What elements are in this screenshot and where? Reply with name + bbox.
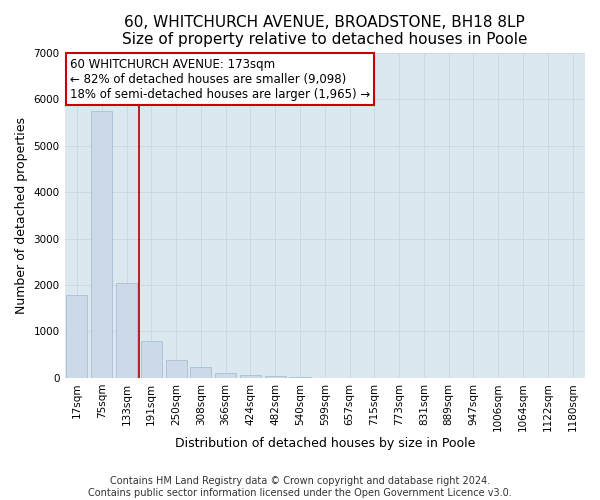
Text: 60 WHITCHURCH AVENUE: 173sqm
← 82% of detached houses are smaller (9,098)
18% of: 60 WHITCHURCH AVENUE: 173sqm ← 82% of de… bbox=[70, 58, 370, 100]
Bar bbox=[91, 111, 112, 378]
Bar bbox=[116, 282, 137, 378]
Bar bbox=[190, 367, 211, 378]
Bar bbox=[166, 360, 187, 378]
X-axis label: Distribution of detached houses by size in Poole: Distribution of detached houses by size … bbox=[175, 437, 475, 450]
Bar bbox=[240, 375, 261, 378]
Y-axis label: Number of detached properties: Number of detached properties bbox=[15, 117, 28, 314]
Text: Contains HM Land Registry data © Crown copyright and database right 2024.
Contai: Contains HM Land Registry data © Crown c… bbox=[88, 476, 512, 498]
Bar bbox=[215, 373, 236, 378]
Title: 60, WHITCHURCH AVENUE, BROADSTONE, BH18 8LP
Size of property relative to detache: 60, WHITCHURCH AVENUE, BROADSTONE, BH18 … bbox=[122, 15, 527, 48]
Bar bbox=[67, 295, 88, 378]
Bar bbox=[265, 376, 286, 378]
Bar bbox=[141, 340, 162, 378]
